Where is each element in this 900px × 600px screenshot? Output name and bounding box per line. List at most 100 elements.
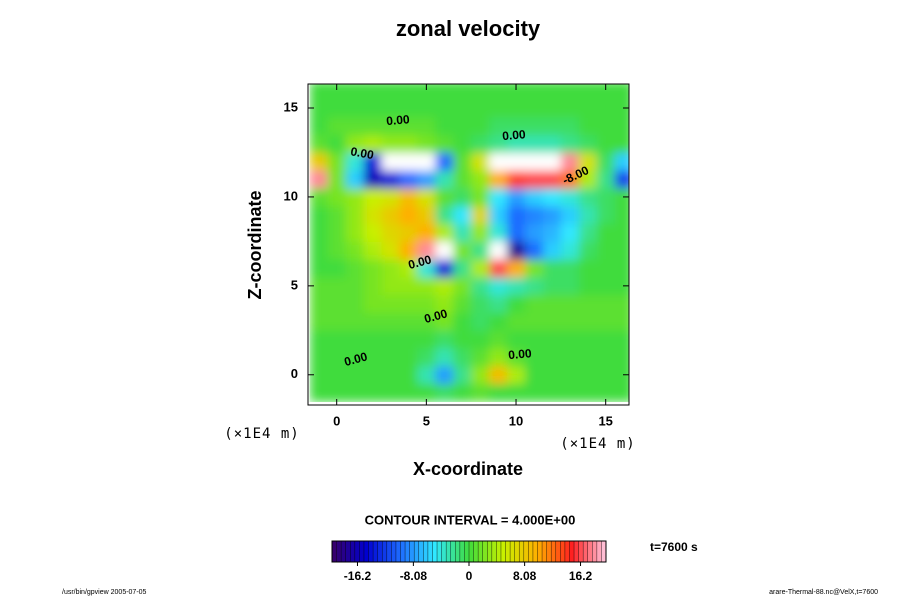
colorbar-swatch — [542, 541, 547, 562]
cell — [453, 365, 472, 385]
cell — [309, 276, 329, 296]
cell — [542, 188, 562, 207]
cell — [489, 383, 508, 402]
cell — [309, 294, 329, 314]
cell — [309, 259, 329, 278]
cell — [417, 383, 436, 402]
cell — [578, 383, 598, 402]
cell — [345, 188, 365, 207]
cell — [435, 223, 454, 242]
cell — [399, 365, 418, 385]
cell — [560, 259, 580, 278]
colorbar-swatch — [564, 541, 570, 562]
cell — [560, 348, 580, 367]
cell — [578, 241, 598, 260]
cell — [309, 188, 329, 207]
cell — [614, 241, 629, 260]
cell — [614, 383, 629, 402]
cell — [596, 99, 616, 118]
cell — [363, 188, 383, 207]
cell — [560, 312, 580, 331]
colorbar-swatch — [491, 541, 497, 562]
cell — [363, 205, 383, 225]
cell — [471, 152, 490, 171]
colorbar-swatch — [496, 541, 502, 562]
cell — [417, 330, 436, 349]
cell — [614, 259, 629, 278]
colorbar-swatch — [450, 541, 456, 562]
cell — [327, 99, 347, 118]
cell — [327, 259, 347, 278]
cell — [489, 348, 508, 367]
y-tick-label: 15 — [284, 99, 298, 114]
cell — [453, 205, 472, 225]
cell — [560, 365, 580, 385]
colorbar-tick-label: -16.2 — [344, 569, 372, 583]
cell — [542, 294, 562, 314]
cell — [524, 312, 544, 331]
cell — [524, 134, 544, 153]
cell — [363, 276, 383, 296]
cell — [399, 383, 418, 402]
cell — [399, 99, 418, 118]
cell — [345, 134, 365, 153]
cell — [345, 84, 365, 100]
colorbar-swatch — [441, 541, 447, 562]
cell — [578, 223, 598, 242]
colorbar-swatch — [510, 541, 515, 562]
cell — [399, 134, 418, 153]
colorbar-swatch — [418, 541, 424, 562]
cell — [596, 259, 616, 278]
colorbar-tick-label: 0 — [466, 569, 473, 583]
colorbar-swatch — [391, 541, 397, 562]
cell — [542, 116, 562, 136]
cell — [381, 330, 400, 349]
colorbar-swatch — [601, 541, 607, 562]
cell — [363, 223, 383, 242]
cell — [309, 84, 329, 100]
cell — [435, 170, 454, 189]
colorbar-swatch — [377, 541, 383, 562]
cell — [309, 241, 329, 260]
cell — [614, 312, 629, 331]
cell — [435, 259, 454, 278]
cell — [345, 348, 365, 367]
cell — [524, 294, 544, 314]
cell — [453, 152, 472, 171]
cell — [435, 330, 454, 349]
cell — [596, 84, 616, 100]
cell — [309, 365, 329, 385]
cell — [435, 152, 454, 171]
x-tick-label: 0 — [333, 413, 340, 428]
colorbar-tick-label: -8.08 — [400, 569, 428, 583]
cell — [524, 116, 544, 136]
cell — [363, 330, 383, 349]
cell — [578, 188, 598, 207]
cell — [453, 259, 472, 278]
cell — [363, 365, 383, 385]
cell — [471, 294, 490, 314]
colorbar-swatch — [519, 541, 525, 562]
cell — [381, 152, 400, 171]
cell — [327, 330, 347, 349]
cell — [507, 84, 526, 100]
cell — [489, 152, 508, 171]
cell — [345, 205, 365, 225]
cell — [489, 259, 508, 278]
cell — [399, 205, 418, 225]
cell — [363, 170, 383, 189]
contour-label: 0.00 — [349, 144, 375, 162]
cell — [614, 116, 629, 136]
cell — [453, 294, 472, 314]
cell — [435, 276, 454, 296]
cell — [489, 84, 508, 100]
cell — [560, 188, 580, 207]
cell — [489, 223, 508, 242]
cell — [309, 116, 329, 136]
colorbar-swatch — [514, 541, 520, 562]
cell — [471, 134, 490, 153]
cell — [471, 116, 490, 136]
cell — [453, 99, 472, 118]
cell — [435, 383, 454, 402]
